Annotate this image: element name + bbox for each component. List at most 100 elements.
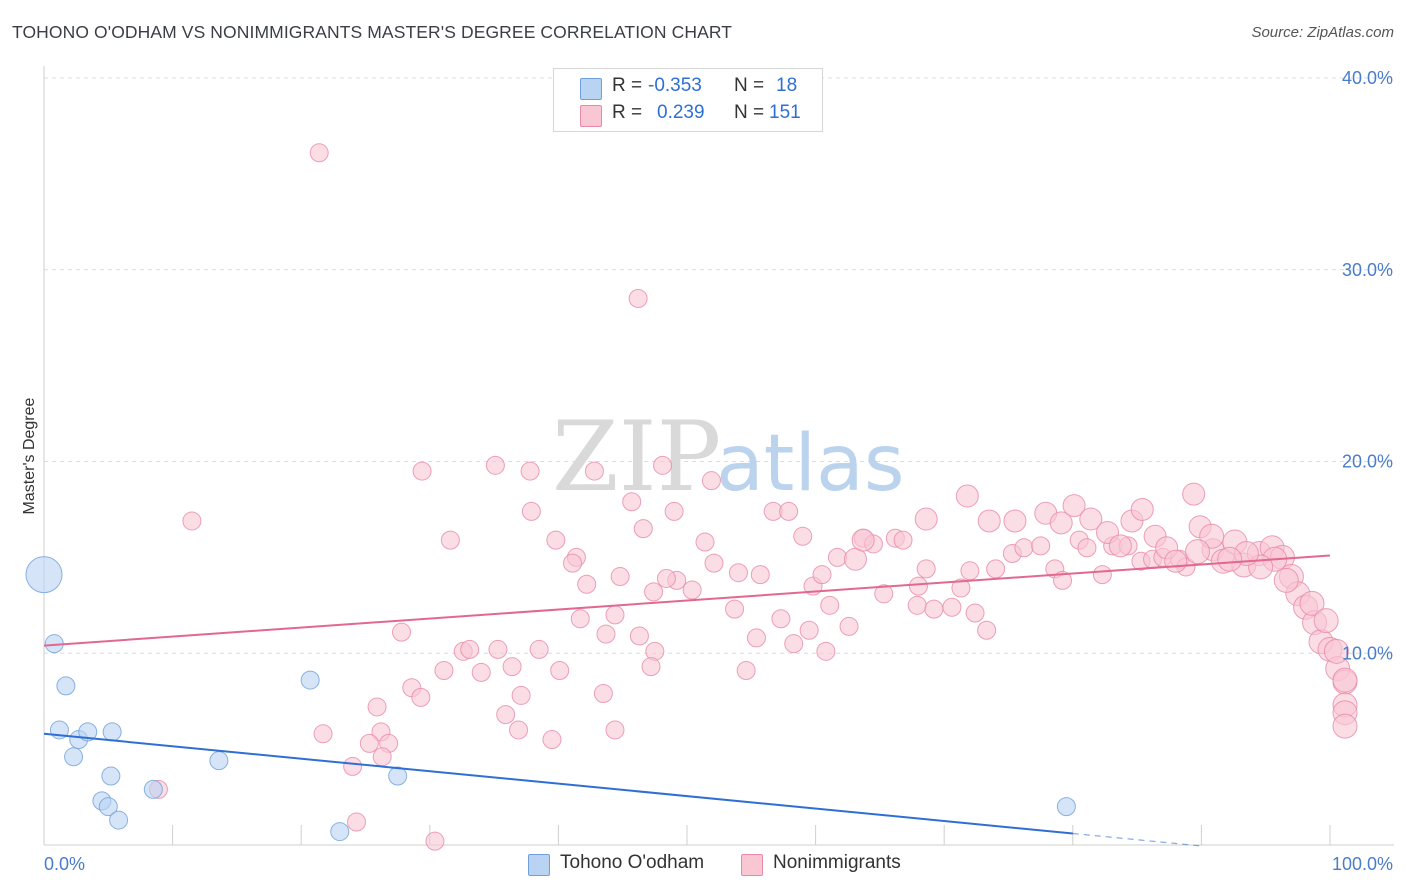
point-nonimmigrant (593, 684, 613, 704)
point-nonimmigrant (343, 756, 363, 776)
point-nonimmigrant (511, 685, 531, 705)
trend-line-tohono-extension (1072, 832, 1202, 847)
point-tohono (330, 822, 350, 842)
point-nonimmigrant (664, 501, 684, 521)
point-nonimmigrant (682, 580, 702, 600)
legend-label-nonimmigrants: Nonimmigrants (773, 852, 901, 873)
legend-swatch-tohono (528, 854, 550, 876)
series-tohono (25, 556, 1076, 842)
point-nonimmigrant (1182, 482, 1206, 506)
point-nonimmigrant (392, 622, 412, 642)
series-nonimmigrants (148, 143, 1358, 851)
point-nonimmigrant (628, 289, 648, 309)
point-nonimmigrant (309, 143, 329, 163)
point-nonimmigrant (577, 574, 597, 594)
point-nonimmigrant (701, 471, 721, 491)
point-nonimmigrant (1092, 565, 1112, 585)
legend-n-label: N = (734, 75, 765, 96)
point-nonimmigrant (496, 705, 516, 725)
point-nonimmigrant (359, 733, 379, 753)
point-nonimmigrant (1014, 538, 1034, 558)
point-nonimmigrant (1108, 534, 1132, 558)
point-nonimmigrant (955, 484, 979, 508)
point-nonimmigrant (977, 620, 997, 640)
point-nonimmigrant (1003, 509, 1027, 533)
legend-swatch-nonimmigrants (741, 854, 763, 876)
point-nonimmigrant (728, 563, 748, 583)
point-nonimmigrant (425, 831, 445, 851)
point-nonimmigrant (367, 697, 387, 717)
point-nonimmigrant (372, 747, 392, 767)
point-nonimmigrant (605, 605, 625, 625)
point-tohono (300, 670, 320, 690)
point-nonimmigrant (502, 657, 522, 677)
point-nonimmigrant (1299, 590, 1325, 616)
point-nonimmigrant (779, 501, 799, 521)
legend-r-value: 0.239 (657, 102, 705, 123)
point-nonimmigrant (736, 661, 756, 681)
point-nonimmigrant (563, 553, 583, 573)
point-nonimmigrant (1273, 567, 1299, 593)
trend-lines (43, 554, 1331, 847)
point-nonimmigrant (916, 559, 936, 579)
point-nonimmigrant (1031, 536, 1051, 556)
point-nonimmigrant (584, 461, 604, 481)
point-nonimmigrant (914, 507, 938, 531)
point-nonimmigrant (313, 724, 333, 744)
point-nonimmigrant (633, 519, 653, 539)
point-tohono (101, 766, 121, 786)
legend-r-label: R = (612, 75, 643, 96)
point-nonimmigrant (986, 559, 1006, 579)
point-nonimmigrant (529, 639, 549, 659)
point-nonimmigrant (434, 661, 454, 681)
x-tick-label: 0.0% (44, 854, 85, 874)
point-tohono (56, 676, 76, 696)
point-nonimmigrant (460, 639, 480, 659)
axes (43, 66, 1394, 846)
y-tick-label: 20.0% (1342, 452, 1393, 472)
point-nonimmigrant (799, 620, 819, 640)
point-nonimmigrant (816, 641, 836, 661)
legend-swatch-nonimmigrants (580, 105, 602, 127)
point-nonimmigrant (471, 662, 491, 682)
point-nonimmigrant (653, 455, 673, 475)
y-axis-label: Master's Degree (21, 397, 38, 514)
point-nonimmigrant (488, 639, 508, 659)
point-nonimmigrant (851, 528, 875, 552)
stats-legend: R = -0.353 N = 18 R = 0.239 N = 151 (553, 68, 823, 132)
trend-line-nonimmigrants (43, 554, 1331, 647)
point-nonimmigrant (1062, 494, 1086, 518)
point-nonimmigrant (411, 687, 431, 707)
point-nonimmigrant (746, 628, 766, 648)
point-nonimmigrant (793, 526, 813, 546)
point-nonimmigrant (346, 812, 366, 832)
point-tohono (1056, 797, 1076, 817)
point-tohono (143, 779, 163, 799)
point-tohono (78, 722, 98, 742)
chart-source: Source: ZipAtlas.com (1251, 24, 1394, 41)
point-nonimmigrant (960, 561, 980, 581)
point-nonimmigrant (893, 530, 913, 550)
point-nonimmigrant (750, 565, 770, 585)
point-tohono (388, 766, 408, 786)
point-nonimmigrant (965, 603, 985, 623)
point-nonimmigrant (942, 597, 962, 617)
legend-label-tohono: Tohono O'odham (560, 852, 705, 873)
point-tohono (102, 722, 122, 742)
point-nonimmigrant (622, 492, 642, 512)
point-nonimmigrant (951, 578, 971, 598)
point-tohono (64, 747, 84, 767)
legend-n-value: 18 (776, 75, 798, 96)
trend-line-tohono (43, 732, 1073, 835)
point-nonimmigrant (1332, 667, 1358, 693)
point-nonimmigrant (440, 530, 460, 550)
legend-n-value: 151 (769, 102, 801, 123)
point-nonimmigrant (1164, 549, 1188, 573)
y-tick-label: 40.0% (1342, 68, 1393, 88)
point-nonimmigrant (725, 599, 745, 619)
point-tohono (25, 556, 63, 594)
watermark-atlas: atlas (716, 419, 905, 509)
point-nonimmigrant (1323, 638, 1349, 664)
point-nonimmigrant (1130, 497, 1154, 521)
point-nonimmigrant (874, 584, 894, 604)
